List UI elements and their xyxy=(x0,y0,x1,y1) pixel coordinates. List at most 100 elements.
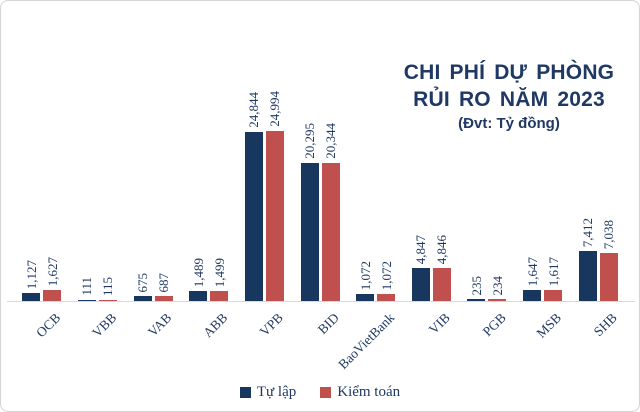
bar-tu-lap xyxy=(300,163,319,301)
category-cell: VAB xyxy=(125,301,181,371)
bar-value-label: 687 xyxy=(156,272,172,293)
category-label-vib: VIB xyxy=(425,310,453,338)
bar-column-tu-lap: 1,127 xyxy=(22,259,41,301)
bar-tu-lap xyxy=(411,268,430,301)
bar-column-kiem-toan: 234 xyxy=(488,275,507,301)
bar-tu-lap xyxy=(189,291,208,301)
bar-tu-lap xyxy=(133,296,152,301)
bar-kiem-toan xyxy=(265,131,284,301)
bar-value-label: 24,844 xyxy=(246,92,262,128)
bar-tu-lap xyxy=(77,300,96,301)
bar-value-label: 1,489 xyxy=(190,257,206,287)
bar-column-tu-lap: 1,647 xyxy=(523,256,542,301)
bar-tu-lap xyxy=(356,294,375,301)
category-cell: SHB xyxy=(570,301,626,371)
bar-value-label: 1,499 xyxy=(211,257,227,287)
bar-kiem-toan xyxy=(432,268,451,301)
bar-tu-lap xyxy=(467,299,486,301)
bar-kiem-toan xyxy=(377,294,396,301)
bar-kiem-toan xyxy=(210,291,229,301)
category-axis: OCB VBB VAB ABB VPB BID BaoVietBank VIB PGB MSB SH… xyxy=(14,301,626,372)
bar-column-tu-lap: 1,072 xyxy=(356,261,375,301)
bar-column-kiem-toan: 115 xyxy=(98,276,117,301)
legend-swatch-tu-lap xyxy=(239,387,251,398)
bar-value-label: 1,072 xyxy=(378,260,394,290)
chart-title-line-2: RỦI RO NĂM 2023 xyxy=(413,88,605,111)
bar-group-bid: 20,295 20,344 xyxy=(292,56,348,301)
bar-group-vbb: 111 115 xyxy=(70,56,126,301)
bar-value-label: 1,647 xyxy=(524,256,540,286)
bar-column-kiem-toan: 687 xyxy=(154,272,173,301)
bar-column-kiem-toan: 7,038 xyxy=(599,219,618,301)
bar-kiem-toan xyxy=(544,290,563,301)
category-label-msb: MSB xyxy=(533,310,565,341)
x-axis-line xyxy=(7,301,635,302)
legend: Tự lập Kiểm toán xyxy=(1,384,639,401)
bar-group-pgb: 235 234 xyxy=(459,56,515,301)
category-cell: VPB xyxy=(237,301,293,371)
bar-group-abb: 1,489 1,499 xyxy=(181,56,237,301)
bar-column-tu-lap: 675 xyxy=(133,272,152,301)
bar-group-msb: 1,647 1,617 xyxy=(515,56,571,301)
bar-group-shb: 7,412 7,038 xyxy=(570,56,626,301)
bar-value-label: 234 xyxy=(489,275,505,296)
bar-column-kiem-toan: 1,499 xyxy=(210,257,229,301)
bar-value-label: 20,344 xyxy=(323,123,339,159)
legend-label-tu-lap: Tự lập xyxy=(256,384,297,400)
bar-column-tu-lap: 24,844 xyxy=(244,92,263,301)
bar-value-label: 1,127 xyxy=(23,259,39,289)
legend-item-kiem-toan: Kiểm toán xyxy=(320,384,400,401)
chart-title-block: CHI PHÍ DỰ PHÒNG RỦI RO NĂM 2023 (Đvt: T… xyxy=(389,59,629,134)
bar-column-kiem-toan: 20,344 xyxy=(321,123,340,301)
bar-value-label: 4,847 xyxy=(413,234,429,264)
category-label-vbb: VBB xyxy=(88,310,120,341)
category-cell: PGB xyxy=(459,301,515,371)
bar-value-label: 4,846 xyxy=(434,234,450,264)
bar-tu-lap xyxy=(523,290,542,301)
category-cell: OCB xyxy=(14,301,70,371)
legend-swatch-kiem-toan xyxy=(320,387,332,398)
bar-kiem-toan xyxy=(599,253,618,301)
bar-kiem-toan xyxy=(98,300,117,301)
category-label-bid: BID xyxy=(314,310,342,338)
category-cell: VBB xyxy=(70,301,126,371)
plot-area: 1,127 1,627 111 115 675 687 1,489 1,499 24,844 24… xyxy=(14,56,626,301)
category-label-abb: ABB xyxy=(200,310,231,341)
bar-column-kiem-toan: 4,846 xyxy=(432,234,451,301)
bar-kiem-toan xyxy=(321,163,340,301)
category-cell: BaoVietBank xyxy=(335,301,404,372)
bar-group-ocb: 1,127 1,627 xyxy=(14,56,70,301)
bar-tu-lap xyxy=(578,251,597,301)
bar-column-kiem-toan: 1,627 xyxy=(43,257,62,301)
bar-value-label: 675 xyxy=(135,272,151,293)
category-cell: ABB xyxy=(181,301,237,371)
bar-tu-lap xyxy=(244,132,263,301)
category-cell: VIB xyxy=(403,301,459,371)
bar-column-tu-lap: 20,295 xyxy=(300,123,319,301)
category-label-shb: SHB xyxy=(590,310,620,340)
bar-value-label: 20,295 xyxy=(302,123,318,159)
bar-column-tu-lap: 1,489 xyxy=(189,257,208,301)
bar-group-vpb: 24,844 24,994 xyxy=(237,56,293,301)
bar-column-tu-lap: 4,847 xyxy=(411,234,430,301)
bar-value-label: 111 xyxy=(79,277,95,296)
bar-kiem-toan xyxy=(154,296,173,301)
bar-column-kiem-toan: 24,994 xyxy=(265,91,284,301)
chart-title-line-1: CHI PHÍ DỰ PHÒNG xyxy=(403,61,615,84)
bar-group-vib: 4,847 4,846 xyxy=(403,56,459,301)
bar-column-tu-lap: 235 xyxy=(467,275,486,301)
bar-value-label: 115 xyxy=(100,276,116,296)
category-label-pgb: PGB xyxy=(479,310,509,340)
bar-value-label: 235 xyxy=(468,275,484,296)
bar-value-label: 7,038 xyxy=(601,219,617,249)
category-cell: MSB xyxy=(515,301,571,371)
bar-group-baovietbank: 1,072 1,072 xyxy=(348,56,404,301)
bar-tu-lap xyxy=(22,293,41,301)
bar-value-label: 7,412 xyxy=(580,217,596,247)
bar-column-tu-lap: 7,412 xyxy=(578,217,597,301)
bar-value-label: 1,617 xyxy=(545,256,561,286)
category-label-vab: VAB xyxy=(145,310,175,340)
category-label-ocb: OCB xyxy=(33,310,64,341)
bar-kiem-toan xyxy=(488,299,507,301)
